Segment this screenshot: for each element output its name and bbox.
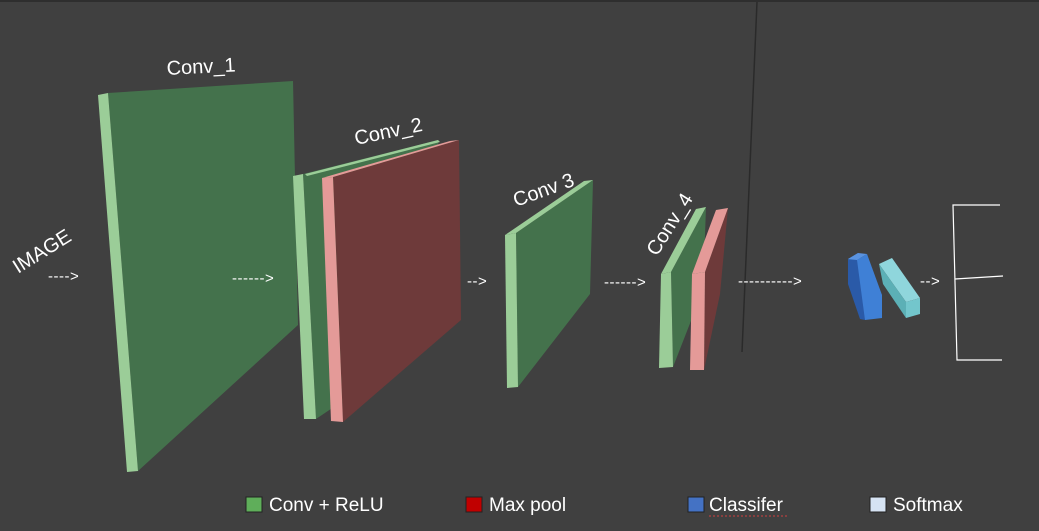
arrow-6: -->	[920, 273, 940, 290]
conv1-face	[108, 81, 298, 471]
conv2-edge	[293, 174, 316, 419]
conv3-top	[505, 180, 593, 235]
legend-label-softmax: Softmax	[893, 495, 963, 516]
legend-swatch-conv-relu	[245, 496, 263, 513]
bracket-middle-line	[954, 275, 1004, 280]
legend-item-softmax: Softmax	[869, 495, 963, 516]
pool2-face	[704, 208, 728, 370]
conv1-block	[98, 81, 298, 472]
arrow-4: ------>	[604, 274, 646, 291]
pool1-edge	[322, 177, 343, 422]
pool1-block	[322, 140, 461, 422]
conv4-block	[659, 207, 706, 368]
softmax-block	[879, 258, 920, 318]
conv3-block	[505, 180, 593, 388]
classifier-block	[848, 253, 882, 320]
pool1-face	[333, 140, 461, 422]
legend-swatch-classifier	[687, 496, 705, 513]
legend-label-classifier: Classifer	[709, 495, 784, 516]
conv4-face	[671, 207, 706, 367]
softmax-top	[879, 258, 920, 302]
arrow-3: -->	[467, 273, 487, 290]
classifier-top	[848, 253, 867, 260]
legend: Conv + ReLU Max pool Classifer Softmax	[245, 495, 963, 517]
conv3-edge	[505, 233, 518, 388]
classifier-edge	[848, 260, 865, 320]
legend-item-max-pool: Max pool	[465, 495, 566, 516]
legend-swatch-max-pool	[465, 496, 483, 513]
pool1-top	[322, 140, 459, 178]
pool2-edge	[690, 272, 705, 370]
legend-item-conv-relu: Conv + ReLU	[245, 495, 384, 516]
bracket-outline	[952, 204, 1002, 361]
arrow-5: ---------->	[738, 273, 802, 290]
legend-label-conv-relu: Conv + ReLU	[269, 495, 384, 516]
pool2-block	[690, 208, 728, 370]
conv1-label: Conv_1	[166, 54, 236, 80]
softmax-side	[879, 264, 906, 318]
arrow-2: ------>	[232, 270, 274, 287]
conv4-top	[661, 207, 706, 274]
divider-line	[741, 2, 758, 353]
conv2-top	[305, 140, 440, 176]
conv3-face	[516, 180, 593, 387]
conv4-edge	[659, 272, 673, 368]
arrow-1: ---->	[48, 268, 79, 285]
conv1-edge	[98, 93, 138, 472]
pool2-top	[692, 208, 728, 274]
output-bracket	[952, 204, 1004, 361]
legend-swatch-softmax	[869, 496, 887, 513]
legend-item-classifier: Classifer	[687, 495, 789, 517]
conv2-label: Conv_2	[352, 114, 424, 150]
legend-label-max-pool: Max pool	[489, 495, 566, 516]
softmax-face	[906, 298, 920, 318]
